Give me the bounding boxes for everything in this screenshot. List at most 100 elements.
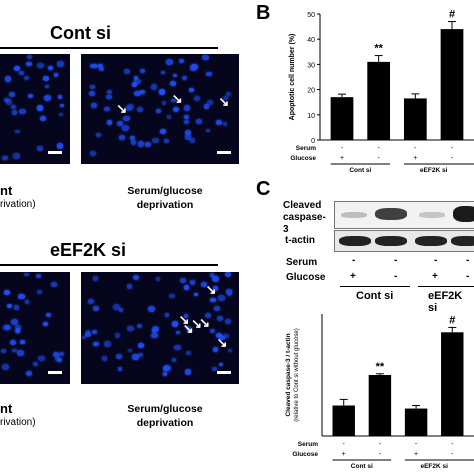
cell-nucleus xyxy=(200,281,208,288)
panel-b-letter: B xyxy=(256,2,271,24)
actin-band-lane-3 xyxy=(415,236,447,246)
row-label-glucose: Glucose xyxy=(290,155,316,162)
cell-nucleus xyxy=(185,326,192,332)
glucose-sign: + xyxy=(342,451,346,458)
cell-nucleus xyxy=(151,332,158,338)
serum-sign: - xyxy=(379,441,382,448)
cell-nucleus xyxy=(184,285,190,290)
cell-nucleus xyxy=(12,348,17,353)
cell-nucleus xyxy=(13,305,20,310)
arrow-icon: ↘ xyxy=(216,335,228,351)
y-tick-label: 50 xyxy=(307,12,315,19)
cell-nucleus xyxy=(105,94,112,100)
cell-nucleus xyxy=(212,286,218,291)
cell-nucleus xyxy=(215,119,222,126)
serum-sign: - xyxy=(451,441,454,448)
cell-nucleus xyxy=(206,71,212,77)
cell-nucleus xyxy=(48,66,53,70)
cell-nucleus xyxy=(97,63,103,69)
cell-nucleus xyxy=(218,295,225,301)
cell-nucleus xyxy=(14,324,22,331)
cell-nucleus xyxy=(52,351,59,357)
caption-cont-si-deprivation: Serum/glucose deprivation xyxy=(127,185,203,211)
blot-group-line-1 xyxy=(340,286,410,287)
glucose-sign: - xyxy=(451,451,454,458)
cell-nucleus xyxy=(91,330,97,335)
cell-nucleus xyxy=(195,118,202,124)
bar xyxy=(403,98,427,140)
cell-nucleus xyxy=(127,284,133,289)
cell-nucleus xyxy=(20,339,25,344)
cell-nucleus xyxy=(137,323,143,328)
cell-nucleus xyxy=(218,362,224,367)
cell-nucleus xyxy=(89,63,95,68)
blot-label-t-actin: t-actin xyxy=(285,235,315,246)
cell-nucleus xyxy=(166,115,171,119)
cell-nucleus xyxy=(152,137,159,144)
cell-nucleus xyxy=(179,277,186,283)
cell-nucleus xyxy=(183,105,190,111)
cell-nucleus xyxy=(8,91,16,98)
cell-nucleus xyxy=(161,70,166,75)
cell-nucleus xyxy=(189,280,196,285)
cell-nucleus xyxy=(173,107,179,112)
cell-nucleus xyxy=(128,348,133,353)
cell-nucleus xyxy=(171,98,176,103)
caption-eef2k-si-deprivation: Serum/glucose deprivation xyxy=(127,403,203,429)
serum-sign: - xyxy=(414,145,417,152)
blot-glucose-1: + xyxy=(350,271,356,282)
actin-band-lane-1 xyxy=(339,236,371,246)
cell-nucleus xyxy=(205,128,211,133)
cell-nucleus xyxy=(184,369,192,375)
cell-nucleus xyxy=(11,319,19,326)
cell-nucleus xyxy=(55,356,61,361)
cell-nucleus xyxy=(112,303,120,310)
cell-nucleus xyxy=(211,275,218,281)
cell-nucleus xyxy=(164,313,170,318)
cell-nucleus xyxy=(213,306,220,312)
micrograph-eef2k-si-deprivation: ↘ ↘ ↘ ↘ ↘ ↘ xyxy=(81,272,239,384)
cell-nucleus xyxy=(151,326,159,333)
cell-nucleus xyxy=(159,128,167,135)
cell-nucleus xyxy=(24,300,29,304)
cell-nucleus xyxy=(210,297,216,303)
cell-nucleus xyxy=(11,104,17,110)
serum-sign: - xyxy=(341,145,344,152)
arrow-icon: ↘ xyxy=(199,314,211,330)
cell-nucleus xyxy=(139,68,146,74)
cell-nucleus xyxy=(183,314,189,319)
group-label: eEF2K si xyxy=(420,463,448,470)
panel-c-chart: Cleaved caspase-3 / t-actin (relative to … xyxy=(285,314,474,470)
cell-nucleus xyxy=(57,61,64,67)
cell-nucleus xyxy=(129,135,135,140)
cell-nucleus xyxy=(193,95,200,101)
cell-nucleus xyxy=(37,62,44,68)
y-tick-label: 0 xyxy=(311,138,315,145)
cell-nucleus xyxy=(60,103,65,108)
scale-bar xyxy=(217,371,231,374)
cell-nucleus xyxy=(90,151,97,157)
y-tick-label: 10 xyxy=(307,113,315,120)
cell-nucleus xyxy=(84,331,92,338)
actin-band-lane-2 xyxy=(375,236,407,246)
cell-nucleus xyxy=(35,274,41,279)
group-label: Cont si xyxy=(351,463,373,470)
cell-nucleus xyxy=(116,353,123,359)
bar xyxy=(440,29,464,140)
blot-group-label-cont-si: Cont si xyxy=(356,290,394,302)
serum-sign: - xyxy=(343,441,346,448)
eef2k-si-header: eEF2K si xyxy=(50,240,127,260)
cell-nucleus xyxy=(114,332,121,338)
cell-nucleus xyxy=(96,132,101,137)
cell-nucleus xyxy=(85,329,91,334)
cell-nucleus xyxy=(137,141,145,148)
cell-nucleus xyxy=(223,96,228,100)
cell-nucleus xyxy=(134,90,141,96)
micrograph-cont-si-deprivation: ↘ ↘ ↘ xyxy=(81,54,239,164)
significance-mark: # xyxy=(449,9,455,21)
scale-bar xyxy=(48,371,62,374)
cell-nucleus xyxy=(24,272,29,277)
cell-nucleus xyxy=(184,115,190,120)
cell-nucleus xyxy=(118,308,123,312)
cell-nucleus xyxy=(56,143,64,149)
